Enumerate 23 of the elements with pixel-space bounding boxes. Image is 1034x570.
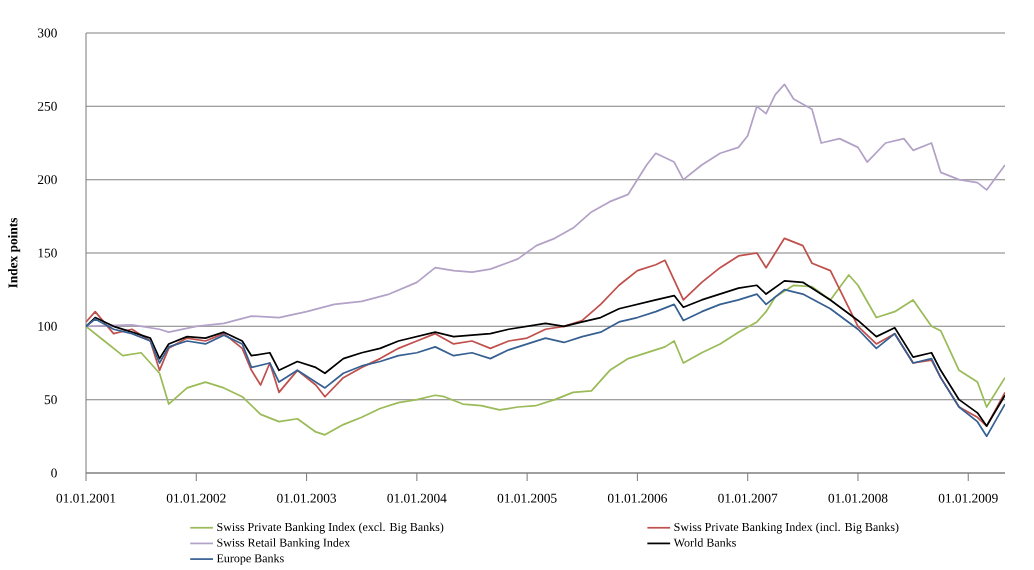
line-series [86,83,1006,334]
y-tick-label: 50 [44,395,57,405]
x-tick-label: 01.01.2001 [56,493,116,503]
y-axis-title: Index points [8,218,21,289]
legend-label: Swiss Private Banking Index (incl. Big Banks) [674,522,899,534]
x-tick-label: 01.01.2007 [718,493,778,503]
x-tick-label: 01.01.2005 [497,493,557,503]
x-tick-label: 01.01.2008 [828,493,888,503]
legend-label: Swiss Retail Banking Index [217,538,351,550]
y-tick-label: 0 [51,468,57,478]
x-tick-label: 01.01.2006 [607,493,668,503]
x-tick-label: 01.01.2003 [277,493,337,503]
x-tick-label: 01.01.2002 [166,493,226,503]
x-tick-label: 01.01.2009 [938,493,998,503]
y-tick-label: 200 [37,175,57,185]
legend-label: World Banks [673,538,736,547]
legend-label: Swiss Private Banking Index (excl. Big Banks) [217,522,444,534]
legend-label: Europe Banks [216,554,284,565]
y-tick-label: 300 [38,28,57,38]
x-tick-label: 01.01.2004 [387,493,447,503]
y-tick-label: 100 [38,322,57,332]
y-tick-label: 150 [38,248,57,258]
y-tick-label: 250 [37,102,57,112]
